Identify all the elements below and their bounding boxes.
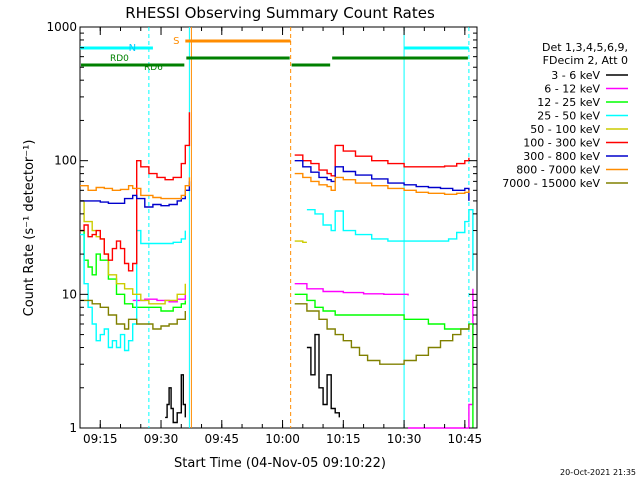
x-tick-label: 10:30 (387, 432, 422, 446)
series-segment (306, 209, 474, 271)
plot-frame (79, 26, 478, 429)
legend: Det 1,3,4,5,6,9,FDecim 2, Att 0 3 - 6 keV… (502, 41, 628, 190)
series-7000-15000-kev (80, 299, 470, 365)
axes: 09:15 09:30 09:45 10:00 10:15 10:30 10:45 1 10 10… (46, 20, 482, 446)
x-tick-label: 10:00 (265, 432, 300, 446)
legend-entry-label: 300 - 800 keV (523, 150, 600, 163)
legend-entry-label: 6 - 12 keV (544, 83, 600, 96)
legend-entry-label: 3 - 6 keV (551, 69, 600, 82)
y-axis-label: Count Rate (s⁻¹ detector⁻¹) (22, 140, 37, 317)
series-segment (294, 240, 307, 243)
legend-entry-label: 25 - 50 keV (537, 110, 600, 123)
x-tick-label: 09:30 (144, 432, 179, 446)
x-tick-label: 09:15 (83, 432, 118, 446)
legend-header-line: FDecim 2, Att 0 (543, 54, 628, 67)
y-tick-label: 10 (62, 287, 77, 301)
y-tick-label: 100 (54, 154, 77, 168)
legend-entry-label: 7000 - 15000 keV (502, 177, 600, 190)
series-300-800-kev (80, 160, 470, 208)
x-axis-label: Start Time (04-Nov-05 09:10:22) (174, 456, 386, 471)
series-segment (294, 144, 470, 177)
series-segment (80, 177, 191, 200)
x-tick-label: 10:15 (326, 432, 361, 446)
x-tick-label: 09:45 (204, 432, 239, 446)
legend-entry-label: 100 - 300 keV (523, 137, 600, 150)
x-tick-label: 10:45 (448, 432, 483, 446)
series-segment (294, 172, 470, 195)
series-segment (80, 112, 191, 272)
series-25-50-kev (80, 209, 474, 352)
saa-flag-label: S (173, 36, 179, 47)
series-segment (294, 160, 470, 201)
series-segment (80, 299, 186, 330)
night-flag-label: N (129, 43, 136, 54)
legend-entry-label: 50 - 100 keV (530, 123, 600, 136)
series-segment (294, 303, 470, 365)
y-tick-label: 1000 (46, 20, 77, 34)
series-segment (80, 229, 186, 312)
rd0-flag-label: RD0 (110, 54, 129, 64)
legend-entry-label: 12 - 25 keV (537, 96, 600, 109)
flag-boundary-lines (148, 27, 470, 428)
legend-header-line: Det 1,3,4,5,6,9, (542, 41, 628, 54)
legend-entry-label: 800 - 7000 keV (516, 164, 600, 177)
chart-title: RHESSI Observing Summary Count Rates (125, 4, 435, 22)
series-3-6-kev (165, 333, 340, 424)
series-100-300-kev (80, 112, 470, 272)
series-segment (306, 333, 340, 418)
footer-timestamp: 20-Oct-2021 21:35 (560, 468, 636, 477)
y-tick-label: 1 (69, 421, 77, 435)
flag-bars: N S RD0 RD6 (80, 36, 469, 73)
series-lines (80, 112, 474, 429)
series-segment (80, 229, 186, 352)
series-segment (80, 181, 191, 208)
series-segment (165, 374, 186, 424)
rd6-flag-label: RD6 (144, 63, 163, 73)
plot-area (79, 26, 478, 429)
series-segment (294, 283, 409, 296)
series-800-7000-kev (80, 172, 470, 200)
